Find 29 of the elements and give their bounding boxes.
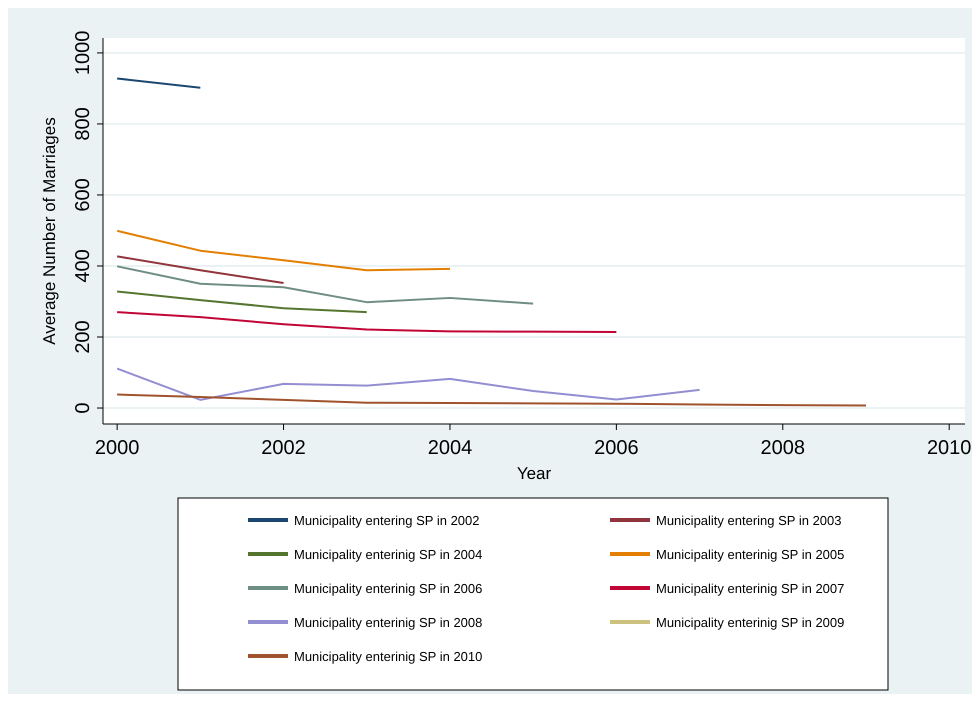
x-tick-label: 2008 [760,437,806,459]
y-tick-label: 1000 [72,30,94,76]
x-axis-title: Year [516,464,552,483]
y-tick-label: 600 [72,178,94,212]
line-series [116,230,451,272]
x-tick-label: 2004 [428,437,472,459]
legend-label: Municipality enterinig SP in 2009 [656,615,844,630]
y-axis-title: Average Number of Marriages [40,117,59,345]
legend-label: Municipality enterinig SP in 2007 [656,581,844,596]
line-series [116,265,534,305]
legend-label: Municipality enterinig SP in 2008 [294,615,482,630]
legend-label: Municipality enterinig SP in 2004 [294,547,482,562]
legend-label: Municipality enterinig SP in 2006 [294,581,482,596]
line-series [116,368,701,401]
line-series [116,394,867,407]
legend-label: Municipality entering SP in 2002 [294,513,480,528]
line-series [116,311,618,334]
x-tick-label: 2006 [594,437,639,459]
y-tick-label: 800 [72,107,94,141]
legend-label: Municipality entering SP in 2003 [656,513,842,528]
x-tick-label: 2010 [926,437,972,459]
legend-label: Municipality enterinig SP in 2005 [656,547,844,562]
legend-label: Municipality enterinig SP in 2010 [294,649,482,664]
x-tick-label: 2000 [94,437,140,459]
line-series [116,290,368,314]
y-tick-label: 400 [72,249,94,283]
x-tick-label: 2002 [261,437,306,459]
y-tick-label: 0 [72,402,94,414]
y-tick-label: 200 [72,320,94,354]
